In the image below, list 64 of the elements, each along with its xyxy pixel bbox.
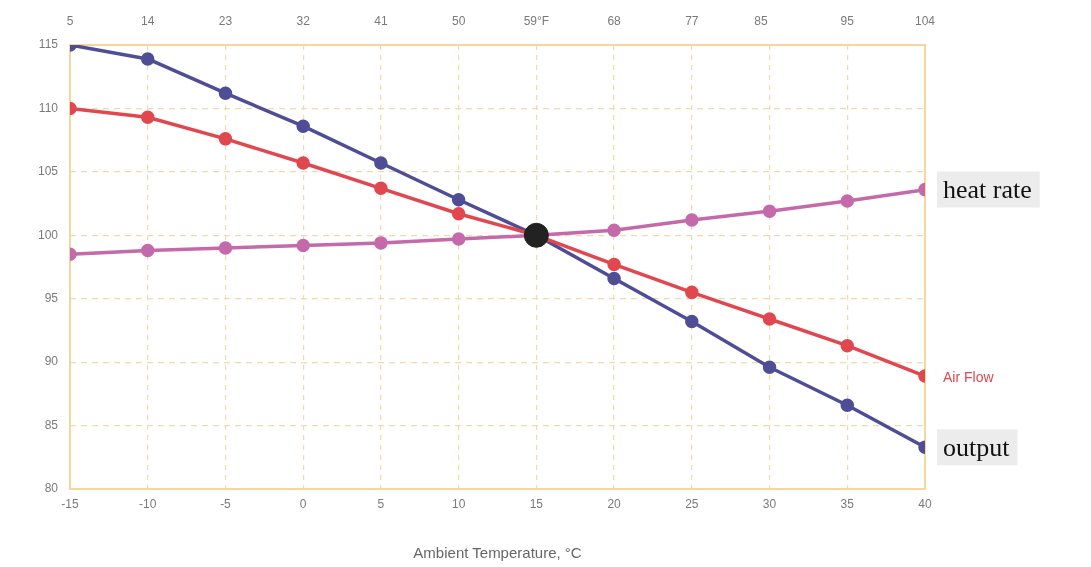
point: [451, 232, 466, 246]
point: [296, 119, 310, 133]
x-tick-label: 15: [529, 496, 544, 511]
x-tick-label: 30: [762, 496, 777, 511]
point: [451, 193, 466, 207]
x2-tick-label: 95: [840, 14, 855, 29]
point: [840, 398, 855, 413]
point: [762, 360, 777, 374]
x-tick-label: -15: [61, 496, 79, 511]
point: [685, 285, 699, 300]
point: [607, 271, 621, 286]
point: [840, 338, 855, 353]
x2-tick-label: 85: [754, 14, 768, 29]
point: [840, 194, 855, 208]
y-tick-label: 90: [44, 354, 59, 369]
x-tick-label: -5: [220, 496, 232, 511]
x2-tick-label: 41: [374, 14, 388, 29]
x2-tick-label: 5: [66, 14, 74, 29]
series-label: output: [943, 432, 1011, 462]
x-tick-label: 25: [685, 496, 699, 511]
x2-tick-label: 32: [296, 14, 311, 29]
x-tick-label: 0: [299, 496, 307, 511]
x2-tick-label: 59°F: [523, 14, 550, 29]
point: [218, 86, 233, 100]
y-tick-label: 105: [37, 164, 59, 179]
x-tick-label: -10: [139, 496, 157, 511]
y-tick-label: 115: [38, 37, 59, 52]
point: [374, 181, 388, 196]
y-tick-label: 100: [37, 227, 59, 242]
point: [218, 132, 233, 146]
x-tick-label: 40: [918, 496, 932, 511]
point: [296, 156, 310, 170]
point: [685, 314, 699, 329]
series-label: heat rate: [943, 175, 1032, 205]
point: [762, 204, 777, 218]
x2-tick-label: 104: [914, 14, 936, 29]
point: [451, 206, 466, 221]
x-tick-label: 5: [377, 496, 385, 511]
point: [140, 243, 155, 258]
point: [607, 223, 621, 237]
point: [140, 52, 155, 66]
x2-tick-label: 68: [607, 14, 622, 29]
y-tick-label: 110: [38, 100, 59, 115]
y-tick-label: 85: [44, 417, 59, 432]
x2-tick-label: 14: [141, 14, 155, 29]
point: [762, 312, 777, 326]
point: [296, 238, 310, 253]
point: [374, 156, 388, 170]
x-tick-label: 35: [840, 496, 855, 511]
point: [607, 257, 621, 272]
point: [523, 222, 549, 248]
point: [140, 110, 155, 125]
y-tick-label: 95: [44, 291, 59, 306]
x-tick-label: 20: [607, 496, 622, 511]
x2-tick-label: 77: [685, 14, 699, 29]
x-axis-title: Ambient Temperature, °C: [413, 544, 582, 562]
x2-tick-label: 50: [451, 14, 466, 29]
series-label: Air Flow: [943, 368, 995, 385]
point: [374, 236, 388, 250]
x2-tick-label: 23: [218, 14, 233, 29]
x-tick-label: 10: [451, 496, 466, 511]
point: [685, 213, 699, 227]
point: [218, 241, 233, 255]
y-tick-label: 80: [44, 481, 59, 496]
